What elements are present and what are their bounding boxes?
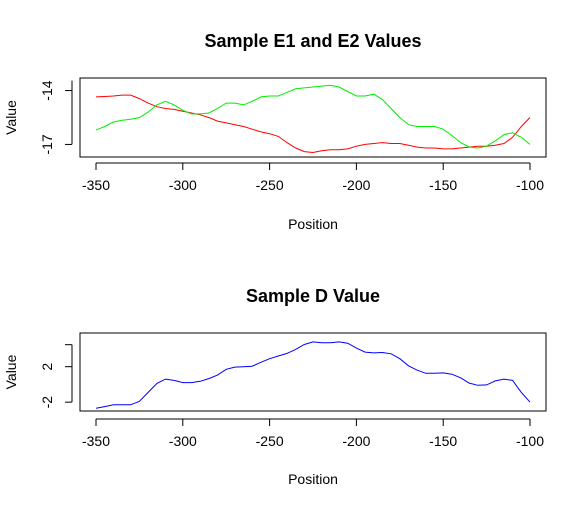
y-axis-label: Value bbox=[3, 100, 19, 135]
x-tick-label: -100 bbox=[516, 177, 544, 193]
x-tick-label: -300 bbox=[169, 177, 197, 193]
y-tick-label: 2 bbox=[39, 363, 55, 371]
x-tick-label: -200 bbox=[342, 177, 370, 193]
x-axis-label: Position bbox=[288, 471, 338, 487]
plot-frame bbox=[79, 77, 547, 158]
x-tick-label: -350 bbox=[82, 177, 110, 193]
y-tick-label: -14 bbox=[39, 80, 55, 100]
x-tick-label: -250 bbox=[256, 177, 284, 193]
chart-panel-top: Sample E1 and E2 Values -350 -300 -250 -200 -… bbox=[3, 31, 547, 232]
x-tick-label: -350 bbox=[82, 433, 110, 449]
x-tick-label: -100 bbox=[516, 433, 544, 449]
x-tick-label: -300 bbox=[169, 433, 197, 449]
series-line-2 bbox=[95, 84, 531, 149]
chart-title: Sample D Value bbox=[246, 286, 380, 306]
y-tick-label: -2 bbox=[39, 396, 55, 409]
x-tick-label: -150 bbox=[429, 433, 457, 449]
series-line-1 bbox=[95, 94, 531, 154]
y-axis-label: Value bbox=[3, 354, 19, 389]
plot-frame bbox=[79, 332, 547, 412]
x-tick-label: -150 bbox=[429, 177, 457, 193]
x-tick-label: -200 bbox=[342, 433, 370, 449]
series-line-1 bbox=[95, 341, 531, 409]
x-axis-label: Position bbox=[288, 216, 338, 232]
y-tick-label: -17 bbox=[39, 134, 55, 154]
chart-title: Sample E1 and E2 Values bbox=[204, 31, 421, 51]
x-tick-label: -250 bbox=[256, 433, 284, 449]
chart-panel-bottom: Sample D Value -350 -300 -250 -200 -150 -100 Po… bbox=[3, 286, 547, 487]
